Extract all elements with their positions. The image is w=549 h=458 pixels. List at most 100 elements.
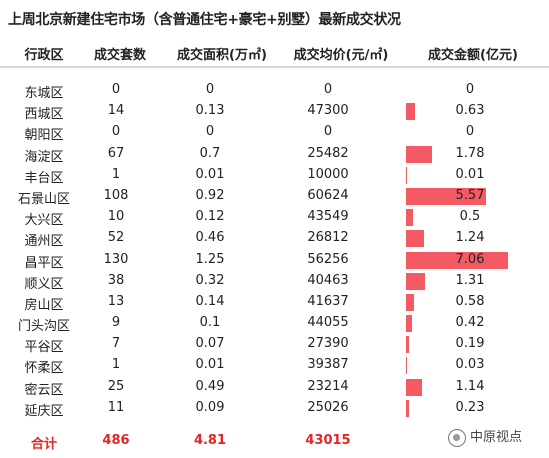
total-label: 合计 xyxy=(30,437,57,452)
amount-bar xyxy=(406,272,425,290)
row-units: 0 xyxy=(111,82,121,97)
table-body: 东城区 0 0 0 0 西城区 14 0.13 47300 0.63 朝阳区 0 0 0 0 海淀区 67 0.7… xyxy=(0,80,549,419)
row-area: 0 xyxy=(205,82,215,97)
row-district: 昌平区 xyxy=(24,255,64,271)
watermark-text: 中原视点 xyxy=(470,430,523,445)
table-row: 房山区 13 0.14 41637 0.58 xyxy=(0,292,549,313)
row-amount: 1.78 xyxy=(455,145,485,161)
row-area: 0.49 xyxy=(195,378,225,394)
row-amount: 0 xyxy=(465,124,475,140)
amount-bar xyxy=(406,315,413,333)
row-units: 10 xyxy=(107,209,125,225)
row-amount: 0.23 xyxy=(455,399,485,415)
row-price: 60624 xyxy=(307,187,349,203)
table-row: 门头沟区 9 0.1 44055 0.42 xyxy=(0,313,549,334)
row-area: 0.09 xyxy=(195,399,225,415)
row-units: 52 xyxy=(107,230,125,246)
amount-bar xyxy=(406,378,423,396)
table-header: 行政区 成交套数 成交面积(万㎡) 成交均价(元/㎡) 成交金额(亿元) xyxy=(0,40,549,68)
row-district: 顺义区 xyxy=(24,276,64,292)
row-district: 怀柔区 xyxy=(24,361,64,377)
row-units: 25 xyxy=(107,378,125,394)
header-area: 成交面积(万㎡) xyxy=(177,48,267,63)
table-row: 怀柔区 1 0.01 39387 0.03 xyxy=(0,355,549,376)
row-price: 25482 xyxy=(307,145,349,161)
row-units: 1 xyxy=(111,357,121,373)
amount-bar xyxy=(406,336,409,354)
row-area: 0.07 xyxy=(195,336,225,352)
row-area: 0.32 xyxy=(195,272,225,288)
table-row: 大兴区 10 0.12 43549 0.5 xyxy=(0,207,549,228)
row-units: 38 xyxy=(107,272,125,288)
watermark: 中原视点 xyxy=(448,424,522,452)
table-row: 顺义区 38 0.32 40463 1.31 xyxy=(0,271,549,292)
amount-bar xyxy=(406,251,508,269)
row-amount: 0.01 xyxy=(455,166,485,182)
row-district: 石景山区 xyxy=(17,191,70,207)
row-district: 丰台区 xyxy=(24,170,64,186)
row-area: 0.92 xyxy=(195,187,225,203)
row-price: 47300 xyxy=(307,103,349,119)
row-area: 0.46 xyxy=(195,230,225,246)
table-row: 东城区 0 0 0 0 xyxy=(0,80,549,101)
row-district: 平谷区 xyxy=(24,340,64,356)
row-area: 1.25 xyxy=(195,251,225,267)
row-amount: 0 xyxy=(465,82,475,97)
row-price: 0 xyxy=(323,82,333,97)
total-area: 4.81 xyxy=(193,433,227,448)
row-amount: 0.5 xyxy=(459,209,481,225)
total-units: 486 xyxy=(102,433,130,448)
header-amount: 成交金额(亿元) xyxy=(428,48,518,63)
row-units: 108 xyxy=(103,187,129,203)
row-amount: 1.14 xyxy=(455,378,485,394)
row-amount: 1.31 xyxy=(455,272,485,288)
row-price: 25026 xyxy=(307,399,349,415)
row-units: 1 xyxy=(111,166,121,182)
total-row: 合计 486 4.81 43015 xyxy=(0,430,549,454)
table-row: 朝阳区 0 0 0 0 xyxy=(0,122,549,143)
row-price: 44055 xyxy=(307,315,349,331)
row-price: 41637 xyxy=(307,293,349,309)
amount-bar xyxy=(406,399,410,417)
header-price: 成交均价(元/㎡) xyxy=(293,48,389,63)
row-amount: 7.06 xyxy=(455,251,485,267)
table-row: 延庆区 11 0.09 25026 0.23 xyxy=(0,398,549,419)
row-price: 26812 xyxy=(307,230,349,246)
table-row: 通州区 52 0.46 26812 1.24 xyxy=(0,228,549,249)
table-row: 丰台区 1 0.01 10000 0.01 xyxy=(0,165,549,186)
row-district: 海淀区 xyxy=(24,149,64,165)
row-amount: 0.63 xyxy=(455,103,485,119)
row-area: 0.7 xyxy=(199,145,221,161)
table-row: 密云区 25 0.49 23214 1.14 xyxy=(0,377,549,398)
row-area: 0.1 xyxy=(199,315,221,331)
amount-bar xyxy=(406,209,414,227)
row-price: 40463 xyxy=(307,272,349,288)
row-units: 130 xyxy=(103,251,129,267)
row-price: 43549 xyxy=(307,209,349,225)
amount-bar xyxy=(406,103,416,121)
header-district: 行政区 xyxy=(24,48,64,63)
row-district: 东城区 xyxy=(24,86,64,101)
row-units: 14 xyxy=(107,103,125,119)
table-row: 平谷区 7 0.07 27390 0.19 xyxy=(0,334,549,355)
row-area: 0.13 xyxy=(195,103,225,119)
row-price: 0 xyxy=(323,124,333,140)
row-district: 通州区 xyxy=(24,234,64,250)
row-price: 56256 xyxy=(307,251,349,267)
row-units: 7 xyxy=(111,336,121,352)
row-district: 朝阳区 xyxy=(24,128,64,144)
row-amount: 0.42 xyxy=(455,315,485,331)
amount-bar xyxy=(406,293,415,311)
table-title: 上周北京新建住宅市场（含普通住宅+豪宅+别墅）最新成交状况 xyxy=(8,12,401,28)
amount-bar xyxy=(406,230,424,248)
row-units: 67 xyxy=(107,145,125,161)
row-area: 0.12 xyxy=(195,209,225,225)
row-units: 9 xyxy=(111,315,121,331)
table-row: 石景山区 108 0.92 60624 5.57 xyxy=(0,186,549,207)
row-district: 门头沟区 xyxy=(17,319,70,335)
header-units: 成交套数 xyxy=(93,48,146,63)
wechat-channel-icon xyxy=(448,428,466,447)
row-district: 延庆区 xyxy=(24,403,64,419)
row-district: 西城区 xyxy=(24,107,64,123)
total-price: 43015 xyxy=(305,433,351,448)
